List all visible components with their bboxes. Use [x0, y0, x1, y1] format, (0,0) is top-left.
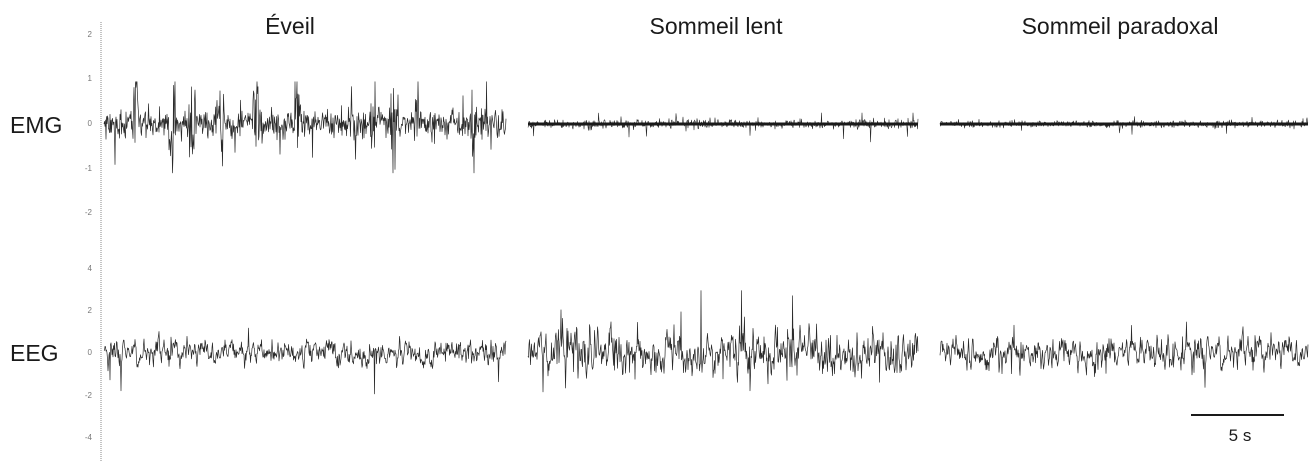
emg-tick-label: -1 [85, 164, 93, 173]
emg-trace-1 [103, 81, 507, 174]
emg-trace-2 [527, 112, 919, 143]
eeg-tick-label: 0 [88, 348, 93, 357]
emg-tick-label: 1 [88, 74, 93, 83]
panel-title-sommeil-paradoxal: Sommeil paradoxal [1022, 13, 1219, 39]
eeg-trace-3 [939, 321, 1309, 388]
eeg-tick-label: -4 [85, 433, 93, 442]
scale-bar-label: 5 s [1229, 426, 1252, 445]
emg-tick-label: 0 [88, 119, 93, 128]
eeg-trace-2 [527, 290, 919, 393]
panel-title-sommeil-lent: Sommeil lent [650, 13, 784, 39]
panel-title-eveil: Éveil [265, 13, 315, 39]
row-label-eeg: EEG [10, 340, 59, 366]
emg-tick-label: 2 [88, 30, 93, 39]
eeg-tick-label: -2 [85, 391, 93, 400]
emg-tick-label: -2 [85, 208, 93, 217]
row-label-emg: EMG [10, 112, 62, 138]
eeg-trace-1 [103, 327, 507, 395]
traces-group [103, 81, 1309, 395]
eeg-tick-label: 4 [88, 264, 93, 273]
eeg-tick-label: 2 [88, 306, 93, 315]
